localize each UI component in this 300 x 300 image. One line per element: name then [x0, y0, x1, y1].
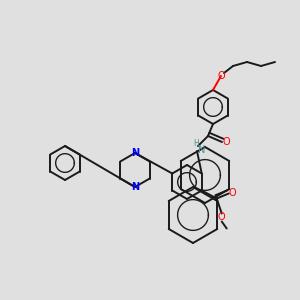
- Text: N: N: [131, 148, 139, 158]
- Text: N: N: [198, 145, 206, 155]
- Text: N: N: [131, 182, 139, 192]
- Text: O: O: [217, 71, 225, 81]
- Text: H: H: [193, 140, 199, 148]
- Text: O: O: [218, 212, 226, 223]
- Text: O: O: [229, 188, 236, 199]
- Text: O: O: [222, 137, 230, 147]
